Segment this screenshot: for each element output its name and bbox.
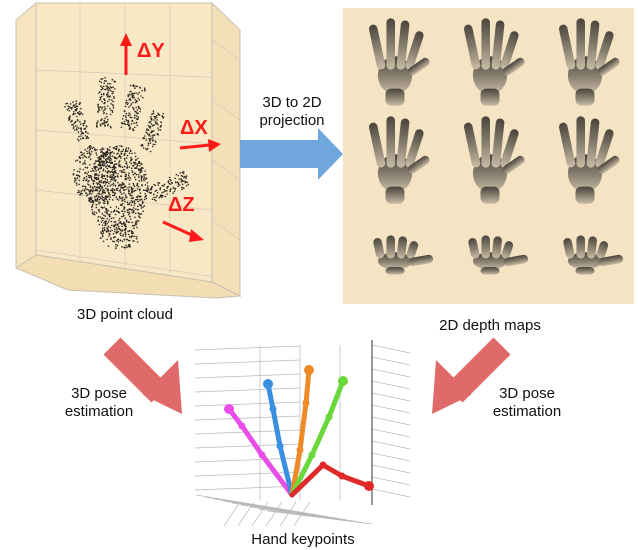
depth-map-hand-view-7 [373, 235, 434, 275]
point-cloud-caption: 3D point cloud [77, 306, 173, 323]
delta-z-label: ΔZ [168, 194, 195, 216]
finger-3 [289, 365, 314, 498]
keypoints-skeleton [224, 365, 374, 498]
pose-arrow-left [103, 337, 182, 414]
depth-map-hand-view-3 [558, 18, 620, 106]
depth-map-hand-view-8 [468, 235, 529, 275]
depth-maps-grid [368, 18, 624, 275]
projection-arrow [240, 128, 343, 180]
point-cloud-box-side [211, 1, 241, 297]
depth-map-hand-view-1 [368, 18, 430, 106]
point-cloud-box-left [15, 1, 37, 269]
pose-label-left-line1: 3D pose [71, 385, 127, 402]
depth-map-hand-view-4 [368, 116, 430, 204]
finger-2 [263, 379, 295, 498]
depth-map-hand-view-5 [463, 116, 525, 204]
delta-x-label: ΔX [180, 117, 208, 139]
depth-map-hand-view-6 [558, 116, 620, 204]
projection-label-line1: 3D to 2D [262, 94, 322, 111]
finger-4 [289, 376, 348, 498]
projection-label-line2: projection [259, 112, 325, 129]
delta-x-arrow [179, 139, 221, 152]
delta-y-arrow [120, 33, 132, 75]
keypoints-grid [194, 340, 411, 527]
projection-label: 3D to 2D projection [232, 94, 352, 130]
pose-label-right-line1: 3D pose [499, 385, 555, 402]
depth-maps-caption: 2D depth maps [439, 317, 541, 334]
pose-label-right: 3D pose estimation [472, 385, 582, 421]
depth-map-hand-view-9 [563, 235, 624, 275]
finger-1 [224, 404, 295, 498]
depth-map-hand-view-2 [463, 18, 525, 106]
finger-5 [289, 461, 374, 498]
pose-label-left: 3D pose estimation [44, 385, 154, 421]
pose-label-left-line2: estimation [64, 403, 134, 420]
point-cloud-hand [64, 77, 190, 250]
pose-label-right-line2: estimation [492, 403, 562, 420]
depth-maps-panel [343, 8, 634, 304]
pose-arrow-right [432, 337, 511, 414]
point-cloud-panel [14, 1, 242, 299]
keypoints-plot [194, 340, 411, 527]
delta-z-arrow [162, 220, 204, 242]
delta-y-label: ΔY [137, 40, 165, 62]
keypoints-caption: Hand keypoints [251, 531, 355, 548]
